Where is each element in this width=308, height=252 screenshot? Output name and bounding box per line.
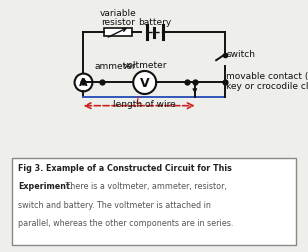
Circle shape [133,72,156,94]
Text: L: L [136,95,142,105]
Text: ammeter: ammeter [95,62,136,71]
Text: battery: battery [138,18,172,27]
FancyBboxPatch shape [12,158,296,245]
Circle shape [75,74,92,92]
Text: variable
resistor: variable resistor [99,9,136,27]
Text: length of wire: length of wire [113,100,176,108]
Text: Fig 3. Example of a Constructed Circuit for This: Fig 3. Example of a Constructed Circuit … [18,164,232,172]
Text: Experiment.: Experiment. [18,182,73,191]
Text: parallel, whereas the other components are in series.: parallel, whereas the other components a… [18,218,233,227]
Text: There is a voltmeter, ammeter, resistor,: There is a voltmeter, ammeter, resistor, [63,182,227,191]
Text: movable contact (jockey
key or crocodile clip): movable contact (jockey key or crocodile… [226,72,308,91]
Text: switch and battery. The voltmeter is attached in: switch and battery. The voltmeter is att… [18,200,211,209]
Text: switch: switch [226,50,255,59]
Text: A: A [79,78,88,88]
Text: voltmeter: voltmeter [123,61,167,70]
Text: V: V [140,77,150,90]
Bar [104,29,132,37]
